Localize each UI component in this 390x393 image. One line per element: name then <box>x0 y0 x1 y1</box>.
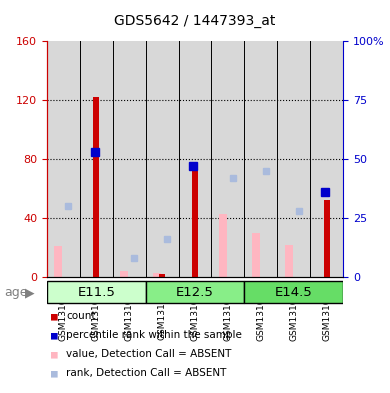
Bar <box>277 41 310 277</box>
Bar <box>153 273 161 277</box>
Bar <box>285 244 293 277</box>
Text: E14.5: E14.5 <box>275 286 313 299</box>
Text: percentile rank within the sample: percentile rank within the sample <box>66 330 242 340</box>
Text: GDS5642 / 1447393_at: GDS5642 / 1447393_at <box>114 14 276 28</box>
Text: ■: ■ <box>51 311 57 321</box>
Text: age: age <box>4 286 27 299</box>
Bar <box>120 271 128 277</box>
Bar <box>211 41 245 277</box>
Bar <box>324 200 330 277</box>
Text: value, Detection Call = ABSENT: value, Detection Call = ABSENT <box>66 349 232 359</box>
Bar <box>113 41 145 277</box>
Bar <box>179 41 211 277</box>
Bar <box>192 171 198 277</box>
Text: E11.5: E11.5 <box>77 286 115 299</box>
Bar <box>245 41 277 277</box>
Text: rank, Detection Call = ABSENT: rank, Detection Call = ABSENT <box>66 368 227 378</box>
Bar <box>159 274 165 277</box>
Bar <box>93 97 99 277</box>
Text: count: count <box>66 311 96 321</box>
Bar <box>219 214 227 277</box>
Bar <box>54 246 62 277</box>
FancyBboxPatch shape <box>47 281 145 303</box>
Text: E12.5: E12.5 <box>176 286 214 299</box>
Text: ■: ■ <box>51 349 57 359</box>
Bar <box>145 41 179 277</box>
Bar <box>252 233 260 277</box>
Text: ■: ■ <box>51 330 57 340</box>
Bar <box>310 41 343 277</box>
FancyBboxPatch shape <box>245 281 343 303</box>
Bar <box>80 41 113 277</box>
FancyBboxPatch shape <box>145 281 245 303</box>
Bar <box>47 41 80 277</box>
Text: ■: ■ <box>51 368 57 378</box>
Text: ▶: ▶ <box>25 286 35 299</box>
